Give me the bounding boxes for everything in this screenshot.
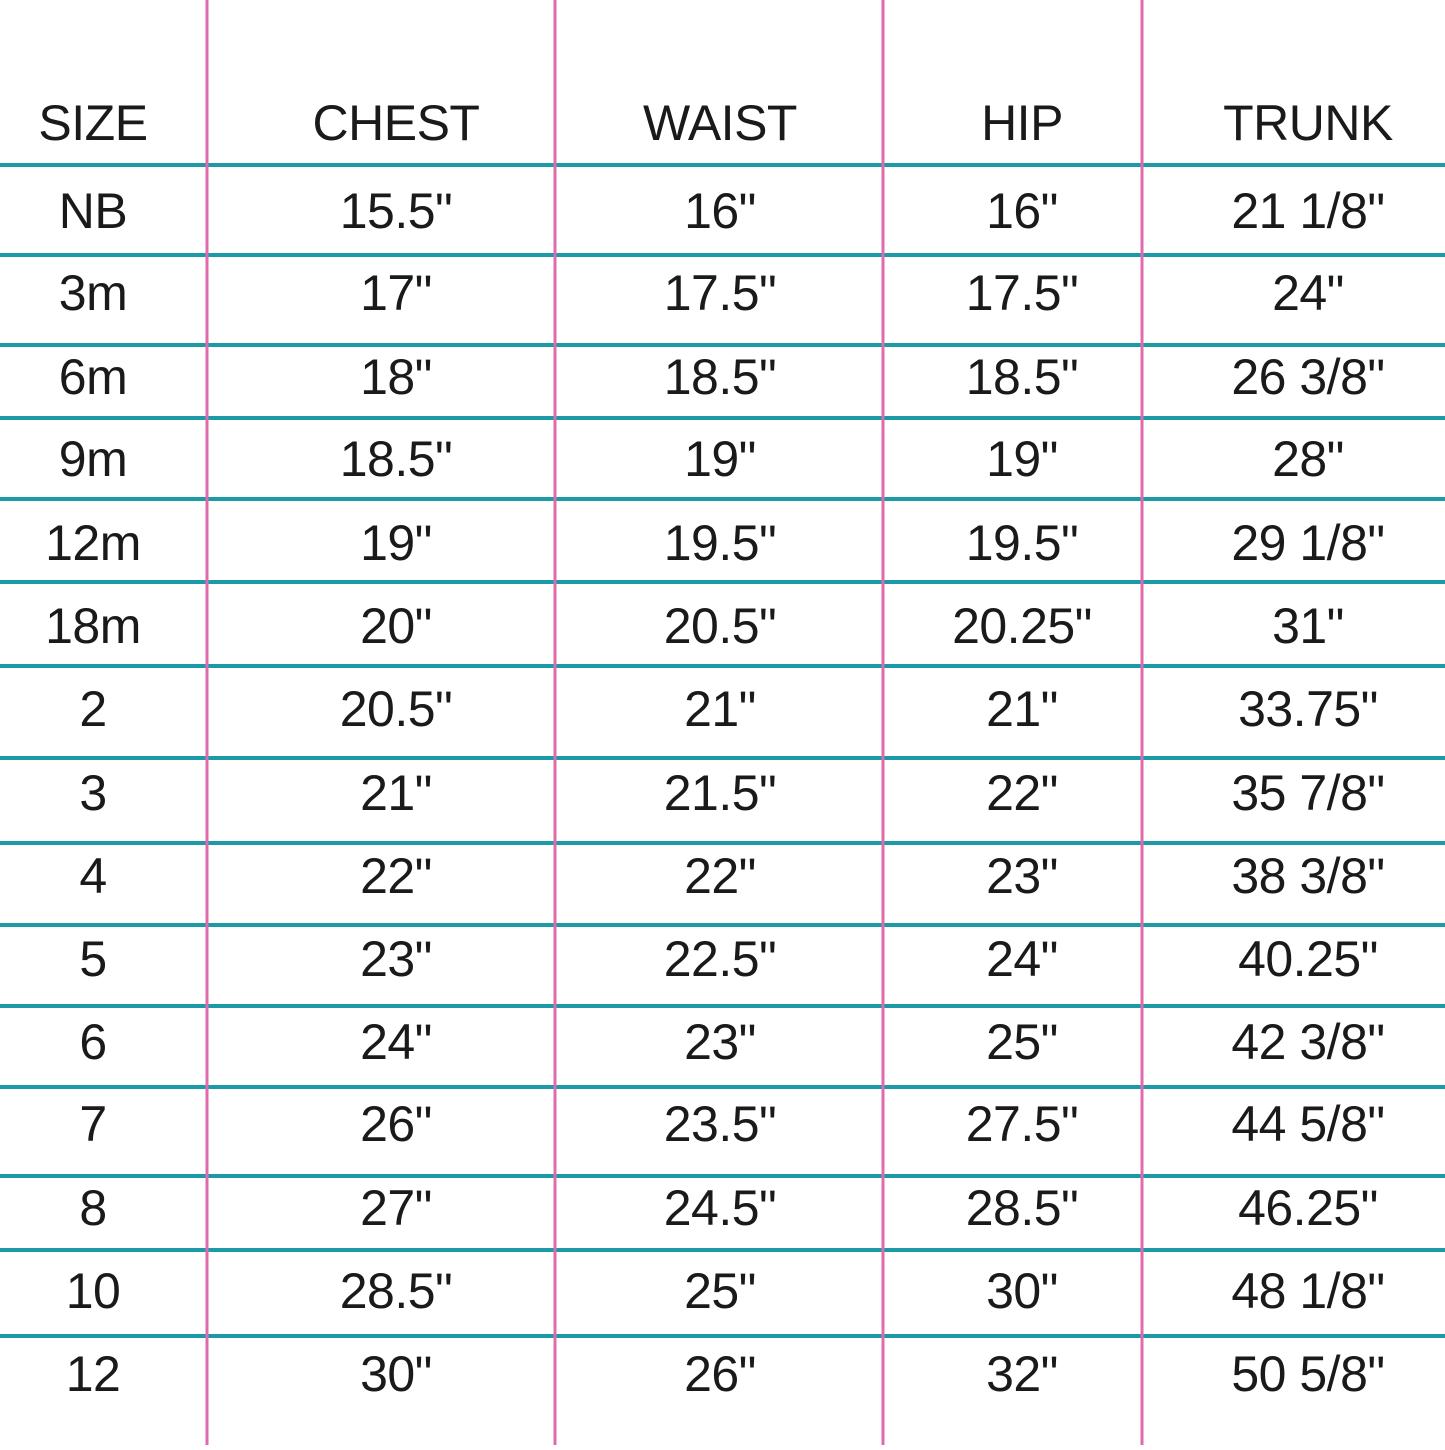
measure-cell: 19" xyxy=(684,431,756,487)
size-cell: 8 xyxy=(79,1180,106,1236)
size-cell: 2 xyxy=(79,681,106,737)
measure-cell: 38 3/8" xyxy=(1231,848,1384,904)
measure-cell: 32" xyxy=(986,1346,1058,1402)
measure-cell: 29 1/8" xyxy=(1231,515,1384,571)
measure-cell: 22" xyxy=(684,848,756,904)
measure-cell: 21" xyxy=(986,681,1058,737)
measure-cell: 19.5" xyxy=(664,515,777,571)
size-cell: 7 xyxy=(79,1096,106,1152)
measure-cell: 33.75" xyxy=(1238,681,1378,737)
measure-cell: 27.5" xyxy=(966,1096,1079,1152)
measure-cell: 22" xyxy=(360,848,432,904)
measure-cell: 28.5" xyxy=(340,1263,453,1319)
measure-cell: 46.25" xyxy=(1238,1180,1378,1236)
measure-cell: 23" xyxy=(684,1014,756,1070)
measure-cell: 24.5" xyxy=(664,1180,777,1236)
measure-cell: 26" xyxy=(684,1346,756,1402)
measure-cell: 16" xyxy=(684,183,756,239)
measure-cell: 19" xyxy=(986,431,1058,487)
measure-cell: 25" xyxy=(684,1263,756,1319)
header-cell: HIP xyxy=(981,95,1063,151)
measure-cell: 20.5" xyxy=(664,598,777,654)
measure-cell: 24" xyxy=(1272,265,1344,321)
measure-cell: 20.25" xyxy=(952,598,1092,654)
measure-cell: 15.5" xyxy=(340,183,453,239)
size-cell: 9m xyxy=(59,431,127,487)
size-cell: 3m xyxy=(59,265,127,321)
measure-cell: 42 3/8" xyxy=(1231,1014,1384,1070)
measure-cell: 48 1/8" xyxy=(1231,1263,1384,1319)
measure-cell: 40.25" xyxy=(1238,931,1378,987)
measure-cell: 19.5" xyxy=(966,515,1079,571)
size-cell: 12 xyxy=(66,1346,121,1402)
size-cell: 5 xyxy=(79,931,106,987)
measure-cell: 50 5/8" xyxy=(1231,1346,1384,1402)
header-cell: WAIST xyxy=(643,95,797,151)
measure-cell: 27" xyxy=(360,1180,432,1236)
measure-cell: 35 7/8" xyxy=(1231,765,1384,821)
measure-cell: 18" xyxy=(360,349,432,405)
measure-cell: 21" xyxy=(360,765,432,821)
size-cell: 12m xyxy=(45,515,141,571)
measure-cell: 18.5" xyxy=(340,431,453,487)
measure-cell: 24" xyxy=(360,1014,432,1070)
measure-cell: 20.5" xyxy=(340,681,453,737)
measure-cell: 16" xyxy=(986,183,1058,239)
header-cell: TRUNK xyxy=(1223,95,1393,151)
measure-cell: 31" xyxy=(1272,598,1344,654)
measure-cell: 21.5" xyxy=(664,765,777,821)
measure-cell: 20" xyxy=(360,598,432,654)
measure-cell: 22" xyxy=(986,765,1058,821)
measure-cell: 22.5" xyxy=(664,931,777,987)
measure-cell: 30" xyxy=(986,1263,1058,1319)
size-cell: 4 xyxy=(79,848,106,904)
measure-cell: 44 5/8" xyxy=(1231,1096,1384,1152)
size-cell: 3 xyxy=(79,765,106,821)
measure-cell: 26 3/8" xyxy=(1231,349,1384,405)
measure-cell: 30" xyxy=(360,1346,432,1402)
measure-cell: 18.5" xyxy=(966,349,1079,405)
header-cell: CHEST xyxy=(313,95,480,151)
measure-cell: 18.5" xyxy=(664,349,777,405)
measure-cell: 17.5" xyxy=(664,265,777,321)
measure-cell: 24" xyxy=(986,931,1058,987)
size-cell: NB xyxy=(59,183,127,239)
size-cell: 6m xyxy=(59,349,127,405)
measure-cell: 28.5" xyxy=(966,1180,1079,1236)
size-cell: 18m xyxy=(45,598,141,654)
measure-cell: 25" xyxy=(986,1014,1058,1070)
measure-cell: 21" xyxy=(684,681,756,737)
size-cell: 6 xyxy=(79,1014,106,1070)
measure-cell: 23" xyxy=(986,848,1058,904)
measure-cell: 21 1/8" xyxy=(1231,183,1384,239)
measure-cell: 28" xyxy=(1272,431,1344,487)
measure-cell: 23" xyxy=(360,931,432,987)
header-cell: SIZE xyxy=(38,95,147,151)
measure-cell: 17" xyxy=(360,265,432,321)
measure-cell: 26" xyxy=(360,1096,432,1152)
measure-cell: 23.5" xyxy=(664,1096,777,1152)
measure-cell: 19" xyxy=(360,515,432,571)
size-cell: 10 xyxy=(66,1263,121,1319)
measure-cell: 17.5" xyxy=(966,265,1079,321)
